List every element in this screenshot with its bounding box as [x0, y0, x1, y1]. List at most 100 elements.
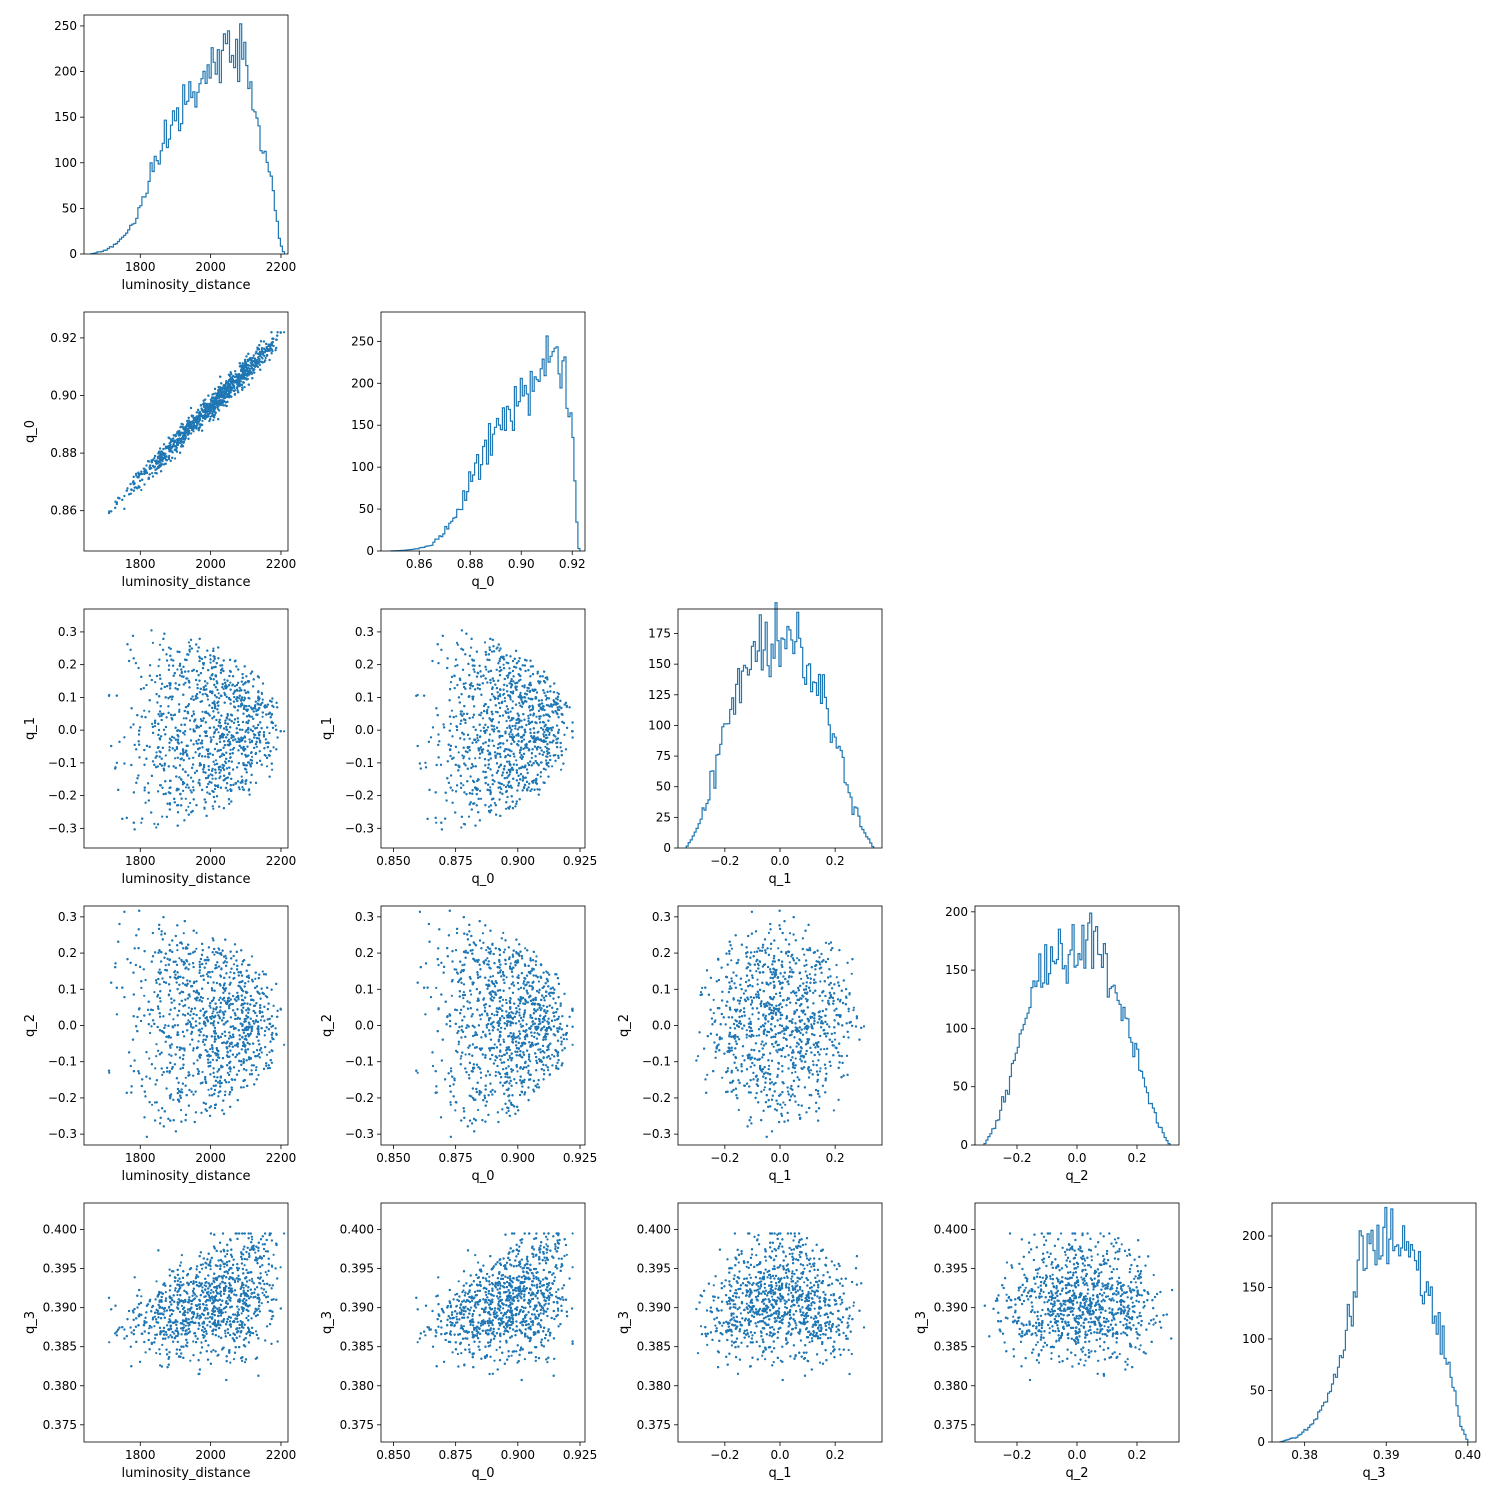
- scatter-point: [220, 382, 223, 385]
- scatter-point: [194, 425, 197, 429]
- scatter-point: [164, 733, 167, 736]
- scatter-point: [213, 683, 216, 686]
- y-tick-label: 0: [663, 841, 671, 855]
- scatter-point: [263, 351, 266, 354]
- x-tick-label: 2200: [266, 854, 297, 868]
- scatter-point: [159, 705, 162, 708]
- scatter-point: [157, 460, 160, 463]
- scatter-point: [190, 647, 193, 650]
- scatter-point: [219, 386, 222, 389]
- scatter-point: [233, 392, 237, 396]
- scatter-point: [172, 659, 175, 662]
- scatter-point: [166, 802, 169, 805]
- scatter-point: [202, 686, 205, 689]
- scatter-point: [153, 763, 156, 767]
- scatter-point: [218, 697, 221, 700]
- scatter-point: [192, 416, 195, 419]
- scatter-point: [155, 462, 158, 465]
- scatter-point: [255, 359, 258, 362]
- scatter-point: [148, 473, 151, 476]
- scatter-point: [238, 362, 241, 365]
- scatter-point: [214, 392, 217, 395]
- scatter-point: [274, 349, 277, 352]
- scatter-point: [121, 498, 124, 501]
- scatter-point: [211, 767, 214, 770]
- scatter-point: [230, 760, 233, 763]
- scatter-point: [188, 686, 191, 689]
- scatter-point: [188, 426, 191, 429]
- scatter-point: [235, 727, 238, 730]
- scatter-point: [226, 381, 229, 384]
- scatter-point: [243, 377, 246, 380]
- scatter-point: [190, 420, 193, 423]
- scatter-point: [157, 464, 161, 467]
- y-tick-label: 200: [351, 376, 374, 390]
- scatter-point: [155, 472, 158, 475]
- scatter-point: [137, 471, 140, 474]
- scatter-point: [115, 694, 118, 697]
- scatter-point: [225, 695, 228, 698]
- y-tick-label: 25: [656, 810, 671, 824]
- x-tick-label: 0.0: [770, 854, 789, 868]
- scatter-point: [244, 782, 247, 785]
- scatter-point: [196, 683, 199, 686]
- scatter-point: [253, 368, 256, 371]
- scatter-point: [156, 455, 160, 458]
- scatter-point: [253, 371, 256, 374]
- scatter-point: [121, 817, 124, 821]
- scatter-point: [228, 390, 231, 393]
- scatter-point: [218, 721, 221, 724]
- scatter-point: [181, 780, 185, 784]
- scatter-point: [172, 664, 175, 667]
- scatter-point: [154, 721, 157, 725]
- scatter-point: [144, 801, 147, 804]
- scatter-point: [178, 710, 181, 713]
- scatter-point: [244, 753, 247, 756]
- scatter-point: [123, 494, 126, 498]
- scatter-point: [238, 384, 241, 388]
- scatter-point: [245, 705, 248, 708]
- scatter-point: [198, 415, 201, 418]
- scatter-point: [217, 692, 220, 695]
- scatter-point: [115, 761, 118, 764]
- scatter-point: [165, 716, 168, 719]
- scatter-point: [173, 439, 176, 442]
- scatter-point: [205, 785, 208, 789]
- scatter-point: [157, 452, 160, 455]
- scatter-point: [198, 784, 201, 787]
- scatter-point: [262, 731, 266, 734]
- scatter-point: [169, 654, 172, 657]
- scatter-point: [237, 681, 240, 684]
- scatter-point: [169, 647, 172, 650]
- scatter-point: [224, 760, 227, 763]
- y-tick-label: 50: [656, 780, 671, 794]
- scatter-point: [167, 791, 170, 794]
- scatter-point: [178, 703, 181, 706]
- scatter-point: [243, 385, 246, 389]
- scatter-point: [151, 722, 154, 726]
- scatter-point: [198, 752, 201, 755]
- scatter-point: [206, 682, 209, 685]
- scatter-point: [182, 789, 185, 792]
- scatter-point: [191, 695, 194, 698]
- scatter-point: [182, 693, 185, 696]
- x-tick-label: 2000: [195, 260, 226, 274]
- scatter-point: [172, 443, 175, 446]
- scatter-point: [255, 745, 258, 748]
- scatter-point: [191, 766, 194, 770]
- scatter-point: [128, 659, 131, 663]
- scatter-point: [169, 682, 172, 685]
- scatter-point: [142, 687, 145, 690]
- scatter-point: [272, 746, 275, 749]
- scatter-point: [198, 778, 201, 782]
- y-tick-label: 200: [1242, 1229, 1265, 1243]
- scatter-point: [214, 759, 218, 762]
- scatter-point: [211, 753, 214, 757]
- scatter-point: [250, 367, 253, 370]
- scatter-point: [165, 459, 168, 462]
- scatter-point: [229, 385, 232, 388]
- scatter-point: [228, 718, 231, 721]
- y-tick-label: 200: [54, 65, 77, 79]
